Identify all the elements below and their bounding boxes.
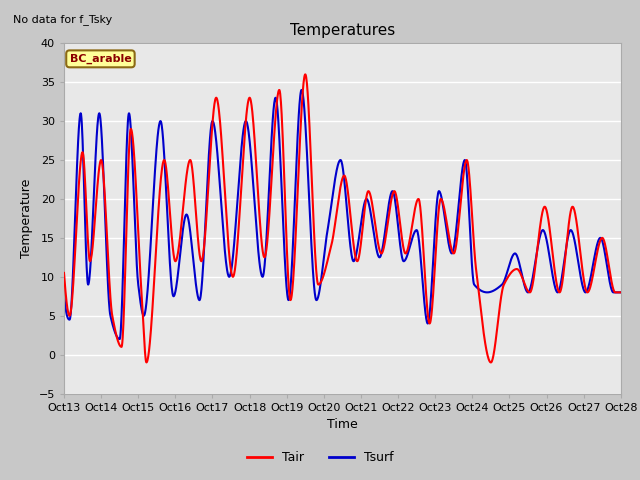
X-axis label: Time: Time xyxy=(327,418,358,431)
Text: No data for f_Tsky: No data for f_Tsky xyxy=(13,14,112,25)
Text: BC_arable: BC_arable xyxy=(70,54,131,64)
Y-axis label: Temperature: Temperature xyxy=(20,179,33,258)
Legend: Tair, Tsurf: Tair, Tsurf xyxy=(242,446,398,469)
Title: Temperatures: Temperatures xyxy=(290,23,395,38)
